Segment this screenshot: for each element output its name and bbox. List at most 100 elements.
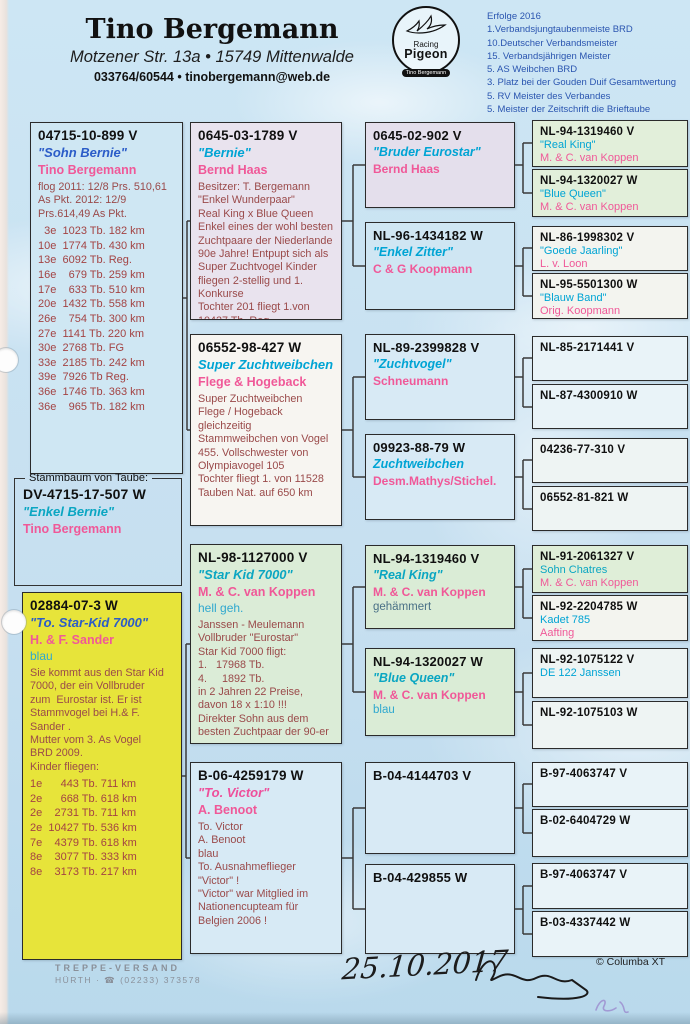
owner-name: Bernd Haas [198,163,268,177]
ring-number: B-97-4063747 V [540,768,628,780]
achievements-list: Erfolge 2016 1.Verbandsjungtaubenmeiste … [487,10,687,116]
printer-name: TREPPE-VERSAND [55,963,181,973]
ring-number: NL-92-2204785 W [540,601,638,613]
pigeon-name: "Goede Jaarling" [540,245,623,257]
sire-box: 04715-10-899 V "Sohn Bernie" Tino Bergem… [30,122,183,474]
hole-punch-bottom [2,610,26,634]
breeder-address: Motzener Str. 13a • 15749 Mittenwalde [70,48,354,66]
ring-number: NL-95-5501300 W [540,279,638,291]
pigeon-info: Besitzer: T. Bergemann "Enkel Wunderpaar… [198,181,334,319]
race-results: 3e 1023 Tb. 182 km 10e 1774 Tb. 430 km 1… [38,225,145,413]
ring-number: NL-92-1075103 W [540,707,638,719]
ring-number: NL-94-1320027 W [540,175,638,187]
gg-grandparent-box-16: B-03-4337442 W [532,911,688,957]
gg-grandparent-box-10: NL-92-2204785 W Kadet 785 Aafting [532,595,688,641]
color-note: blau [373,704,395,716]
owner-name: Flege & Hogeback [198,375,307,389]
pigeon-name: "Star Kid 7000" [198,567,293,582]
owner-name: M. & C. van Koppen [373,688,486,702]
logo-text-pigeon: Pigeon [404,47,448,61]
great-grandparent-box-2: NL-96-1434182 W "Enkel Zitter" C & G Koo… [365,222,515,310]
gg-grandparent-box-6: NL-87-4300910 W [532,384,688,429]
gg-grandparent-box-12: NL-92-1075103 W [532,701,688,749]
gg-grandparent-box-4: NL-95-5501300 W "Blauw Band" Orig. Koopm… [532,273,688,319]
owner-name: M. & C. van Koppen [373,585,486,599]
owner-name: M. & C. van Koppen [540,201,639,213]
great-grandparent-box-4: 09923-88-79 W Zuchtweibchen Desm.Mathys/… [365,434,515,520]
ring-number: 04715-10-899 V [38,128,138,143]
color-note: blau [30,649,53,663]
pigeon-icon [405,14,447,34]
maternal-grandsire-box: NL-98-1127000 V "Star Kid 7000" M. & C. … [190,544,342,744]
great-grandparent-box-1: 0645-02-902 V "Bruder Eurostar" Bernd Ha… [365,122,515,208]
ring-number: 09923-88-79 W [373,440,466,455]
ring-number: 02884-07-3 W [30,598,118,613]
ring-number: 0645-03-1789 V [198,128,298,143]
gg-grandparent-box-5: NL-85-2171441 V [532,336,688,381]
ring-number: B-02-6404729 W [540,815,631,827]
logo-text-racing: Racing [413,40,439,49]
ring-number: 06552-98-427 W [198,340,302,355]
pigeon-name: "Enkel Bernie" [23,504,115,519]
pigeon-name: Kadet 785 [540,614,591,626]
handwritten-signature [475,960,589,1000]
pigeon-info: flog 2011: 12/8 Prs. 510,61 As Pkt. 2012… [38,181,167,220]
ring-number: NL-91-2061327 V [540,551,635,563]
scan-bottom-shadow [0,1012,690,1024]
owner-name: Tino Bergemann [23,522,122,536]
ring-number: 0645-02-902 V [373,128,462,143]
ring-number: B-04-4144703 V [373,768,472,783]
ring-number: NL-94-1319460 V [540,126,635,138]
ring-number: NL-94-1319460 V [373,551,480,566]
ring-number: NL-98-1127000 V [198,550,308,565]
dam-box: 02884-07-3 W "To. Star-Kid 7000" H. & F.… [22,592,182,960]
ring-number: B-04-429855 W [373,870,468,885]
pigeon-name: "Blue Queen" [540,188,606,200]
ring-number: B-03-4337442 W [540,917,631,929]
achievements-title: Erfolge 2016 [487,11,541,22]
gg-grandparent-box-2: NL-94-1320027 W "Blue Queen" M. & C. van… [532,169,688,217]
gg-grandparent-box-13: B-97-4063747 V [532,762,688,807]
ring-number: NL-87-4300910 W [540,390,638,402]
ring-number: DV-4715-17-507 W [23,486,147,502]
pigeon-name: DE 122 Janssen [540,667,621,679]
achievements-lines: 1.Verbandsjungtaubenmeiste BRD 10.Deutsc… [487,24,677,116]
ring-number: NL-96-1434182 W [373,228,483,243]
ring-number: NL-89-2399828 V [373,340,480,355]
ring-number: NL-86-1998302 V [540,232,635,244]
pigeon-name: "Zuchtvogel" [373,357,452,371]
color-note: hell geh. [198,601,244,615]
owner-name: M. & C. van Koppen [540,152,639,164]
pigeon-name: "Bruder Eurostar" [373,145,481,159]
color-note: gehämmert [373,601,432,613]
great-grandparent-box-3: NL-89-2399828 V "Zuchtvogel" Schneumann [365,334,515,420]
great-grandparent-box-7: B-04-4144703 V [365,762,515,854]
owner-name: Desm.Mathys/Stichel. [373,474,497,488]
ring-number: B-06-4259179 W [198,768,304,783]
breeder-name: Tino Bergemann [85,14,339,45]
breeder-contact: 033764/60544 • tinobergemann@web.de [93,70,331,84]
ring-number: NL-85-2171441 V [540,342,635,354]
pigeon-name: Super Zuchtweibchen [198,357,334,372]
printer-info: TREPPE-VERSAND HÜRTH · ☎ (02233) 373578 [55,963,201,986]
pigeon-name: "To. Star-Kid 7000" [30,615,149,630]
racing-pigeon-logo: Racing Pigeon Tino Bergemann [392,6,460,77]
ring-number: NL-94-1320027 W [373,654,483,669]
owner-name: Tino Bergemann [38,163,137,177]
ring-number: NL-92-1075122 V [540,654,635,666]
paternal-granddam-box: 06552-98-427 W Super Zuchtweibchen Flege… [190,334,342,526]
pigeon-name: "To. Victor" [198,785,270,800]
purple-scribble [595,999,629,1014]
gg-grandparent-box-8: 06552-81-821 W [532,486,688,531]
gg-grandparent-box-15: B-97-4063747 V [532,863,688,909]
great-grandparent-box-8: B-04-429855 W [365,864,515,954]
pigeon-name: Zuchtweibchen [373,457,464,471]
owner-name: C & G Koopmann [373,262,473,276]
printer-phone: HÜRTH · ☎ (02233) 373578 [55,975,202,985]
pigeon-name: "Sohn Bernie" [38,145,127,160]
gg-grandparent-box-9: NL-91-2061327 V Sohn Chatres M. & C. van… [532,545,688,593]
pigeon-info: Janssen - Meulemann Vollbruder "Eurostar… [198,619,329,738]
subject-pigeon-box: Stammbaum von Taube: DV-4715-17-507 W "E… [14,472,182,586]
gg-grandparent-box-7: 04236-77-310 V [532,438,688,483]
